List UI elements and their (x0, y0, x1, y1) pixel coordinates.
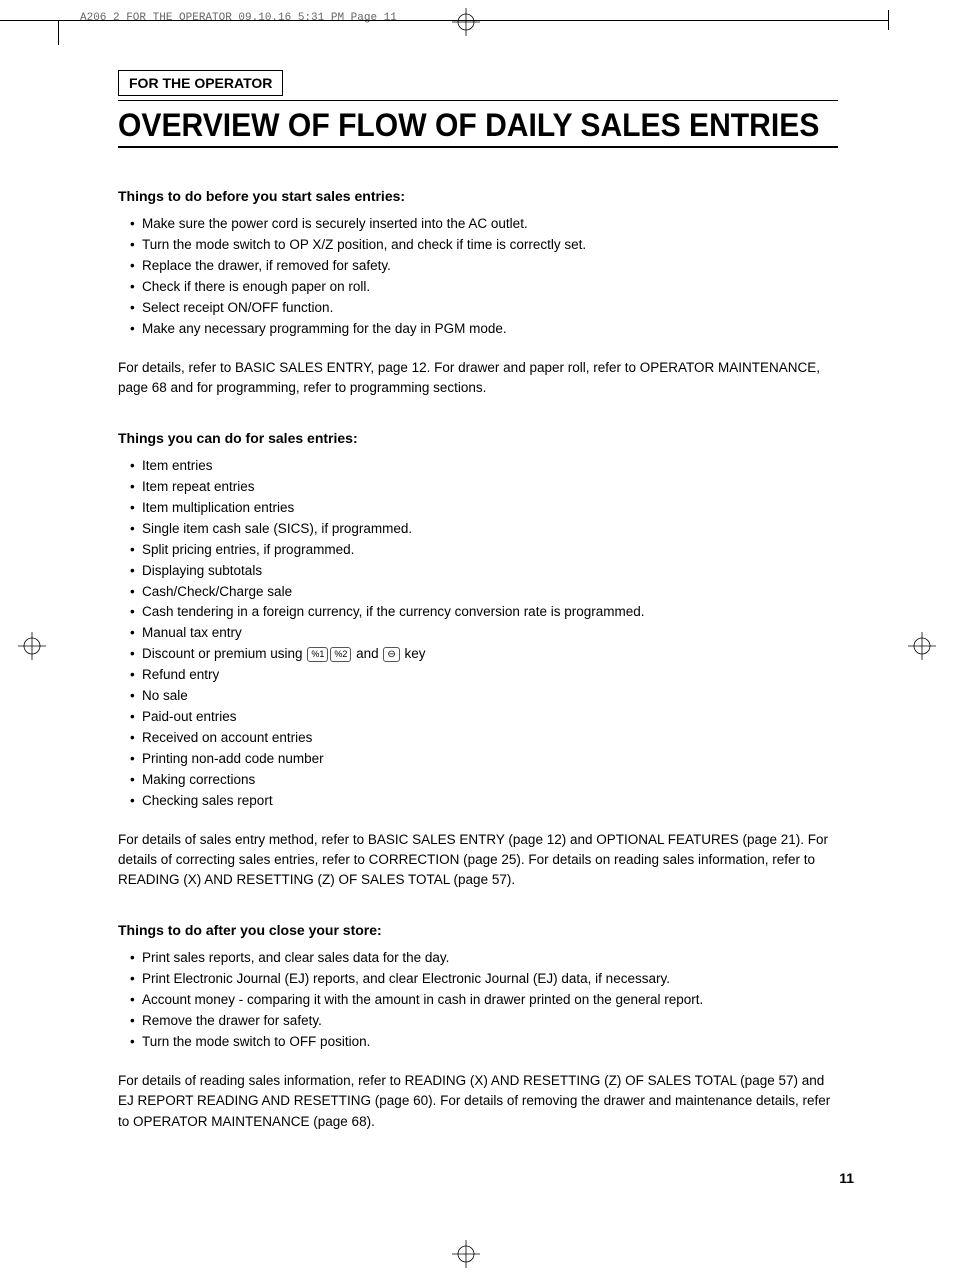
list-item: Item entries (130, 456, 838, 477)
section-block: Things to do after you close your store:… (118, 922, 838, 1131)
section-label: FOR THE OPERATOR (118, 70, 283, 96)
bullet-list: Print sales reports, and clear sales dat… (130, 948, 838, 1053)
section-heading: Things to do before you start sales entr… (118, 188, 838, 204)
list-item: Account money - comparing it with the am… (130, 990, 838, 1011)
list-item: Checking sales report (130, 791, 838, 812)
list-item: Select receipt ON/OFF function. (130, 298, 838, 319)
key-icon: %2 (330, 647, 351, 662)
list-item: Check if there is enough paper on roll. (130, 277, 838, 298)
registration-mark-left (18, 632, 46, 660)
section-paragraph: For details, refer to BASIC SALES ENTRY,… (118, 358, 838, 399)
bullet-list: Make sure the power cord is securely ins… (130, 214, 838, 340)
list-item: Received on account entries (130, 728, 838, 749)
list-item: Refund entry (130, 665, 838, 686)
list-item: Item repeat entries (130, 477, 838, 498)
list-item: No sale (130, 686, 838, 707)
list-item-text: key (401, 646, 426, 661)
bullet-list: Item entriesItem repeat entriesItem mult… (130, 456, 838, 812)
list-item: Cash tendering in a foreign currency, if… (130, 602, 838, 623)
list-item: Remove the drawer for safety. (130, 1011, 838, 1032)
section-paragraph: For details of sales entry method, refer… (118, 830, 838, 891)
list-item: Turn the mode switch to OP X/Z position,… (130, 235, 838, 256)
key-icon: %1 (307, 647, 328, 662)
list-item: Replace the drawer, if removed for safet… (130, 256, 838, 277)
section-heading: Things you can do for sales entries: (118, 430, 838, 446)
list-item: Printing non-add code number (130, 749, 838, 770)
section-heading: Things to do after you close your store: (118, 922, 838, 938)
list-item-text: and (352, 646, 382, 661)
list-item: Item multiplication entries (130, 498, 838, 519)
list-item: Turn the mode switch to OFF position. (130, 1032, 838, 1053)
list-item: Make any necessary programming for the d… (130, 319, 838, 340)
registration-mark-top (452, 8, 480, 36)
list-item: Paid-out entries (130, 707, 838, 728)
section-block: Things to do before you start sales entr… (118, 188, 838, 398)
list-item: Split pricing entries, if programmed. (130, 540, 838, 561)
title-rule-bottom (118, 146, 838, 148)
title-rule-top (118, 100, 838, 101)
list-item: Making corrections (130, 770, 838, 791)
registration-mark-bottom (452, 1240, 480, 1268)
key-icon: ⊖ (383, 647, 399, 662)
list-item: Print Electronic Journal (EJ) reports, a… (130, 969, 838, 990)
list-item: Print sales reports, and clear sales dat… (130, 948, 838, 969)
print-header-info: A206_2 FOR THE OPERATOR 09.10.16 5:31 PM… (80, 12, 397, 24)
list-item: Cash/Check/Charge sale (130, 582, 838, 603)
list-item: Single item cash sale (SICS), if program… (130, 519, 838, 540)
section-block: Things you can do for sales entries: Item… (118, 430, 838, 890)
list-item: Manual tax entry (130, 623, 838, 644)
registration-mark-right (908, 632, 936, 660)
list-item: Make sure the power cord is securely ins… (130, 214, 838, 235)
page-content: FOR THE OPERATOR OVERVIEW OF FLOW OF DAI… (118, 70, 838, 1164)
list-item-text: Discount or premium using (142, 646, 306, 661)
list-item: Displaying subtotals (130, 561, 838, 582)
page-number: 11 (839, 1170, 854, 1186)
list-item: Discount or premium using %1%2 and ⊖ key (130, 644, 838, 665)
page-title: OVERVIEW OF FLOW OF DAILY SALES ENTRIES (118, 107, 795, 144)
section-paragraph: For details of reading sales information… (118, 1071, 838, 1132)
